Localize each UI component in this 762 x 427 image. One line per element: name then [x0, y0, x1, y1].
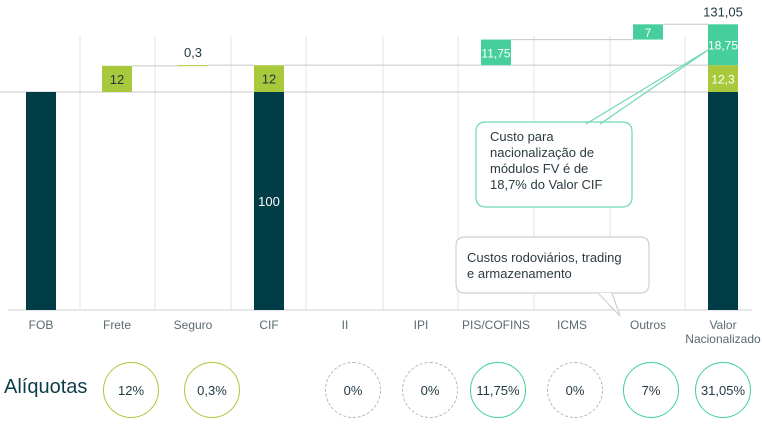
rate-circle-icon: 31,05%	[695, 362, 751, 418]
rate-value: 0%	[420, 382, 440, 398]
bar-label-outros: 7	[645, 26, 652, 40]
callout-logistics-text: e armazenamento	[467, 266, 572, 281]
rate-value: 31,05%	[700, 382, 746, 398]
bar-outros	[633, 24, 663, 40]
rate-value: 12%	[117, 382, 145, 398]
bar-label-seguro: 0,3	[184, 45, 202, 60]
bar-label-pis-cofins: 11,75	[481, 46, 510, 60]
bar-pis-cofins	[481, 39, 511, 66]
rate-circle-icon: 0%	[547, 362, 603, 418]
bar-valor-freight	[708, 65, 738, 92]
rate-value: 0,3%	[197, 382, 227, 398]
bar-label-valor-top: 12,3	[711, 73, 735, 87]
category-label: CIF	[259, 318, 278, 332]
rate-circle-icon: 12%	[103, 362, 159, 418]
bar-label-valor-mid: 18,75	[708, 39, 738, 53]
bar-seguro	[178, 65, 208, 67]
bar-frete	[102, 65, 132, 92]
callout-nationalization-text: nacionalização de	[490, 145, 594, 160]
category-label: FOB	[29, 318, 54, 332]
bar-cif-base	[254, 92, 284, 310]
bar-label-cif-base: 100	[258, 194, 280, 209]
bar-label-cif-top: 12	[262, 72, 276, 87]
rate-circle-icon: 0,3%	[184, 362, 240, 418]
rate-circle-icon: 11,75%	[470, 362, 526, 418]
bar-valor-taxes	[708, 24, 738, 66]
rate-circle-icon: 0%	[402, 362, 458, 418]
category-label: Seguro	[174, 318, 213, 332]
category-label: Valor	[709, 318, 736, 332]
rate-value: 11,75%	[476, 382, 520, 398]
category-label: Nacionalizado	[685, 332, 761, 346]
callout-nationalization-pointer	[585, 49, 709, 125]
callout-logistics-text: Custos rodoviários, trading	[467, 250, 622, 265]
category-label: Outros	[630, 318, 666, 332]
category-label: II	[342, 318, 349, 332]
bar-cif-top	[254, 65, 284, 92]
callout-nationalization-text: 18,7% do Valor CIF	[490, 177, 603, 192]
rate-value: 0%	[343, 382, 363, 398]
rate-value: 0%	[565, 382, 585, 398]
category-label: ICMS	[557, 318, 587, 332]
category-label: IPI	[414, 318, 429, 332]
callout-nationalization-box	[475, 121, 633, 208]
callout-nationalization-text: módulos FV é de	[490, 161, 588, 176]
rate-value: 7%	[641, 382, 661, 398]
bar-label-valor-total: 131,05	[703, 4, 743, 19]
rates-label: Alíquotas	[4, 376, 88, 398]
bar-label-frete: 12	[110, 72, 124, 87]
callout-nationalization-text: Custo para	[490, 129, 554, 144]
callout-logistics-pointer	[597, 292, 621, 317]
callout-logistics-box	[455, 236, 650, 294]
rate-circle-icon: 0%	[325, 362, 381, 418]
bar-fob	[26, 92, 56, 310]
category-label: PIS/COFINS	[462, 318, 530, 332]
rate-circle-icon: 7%	[623, 362, 679, 418]
bar-valor-base	[708, 92, 738, 310]
category-label: Frete	[103, 318, 131, 332]
